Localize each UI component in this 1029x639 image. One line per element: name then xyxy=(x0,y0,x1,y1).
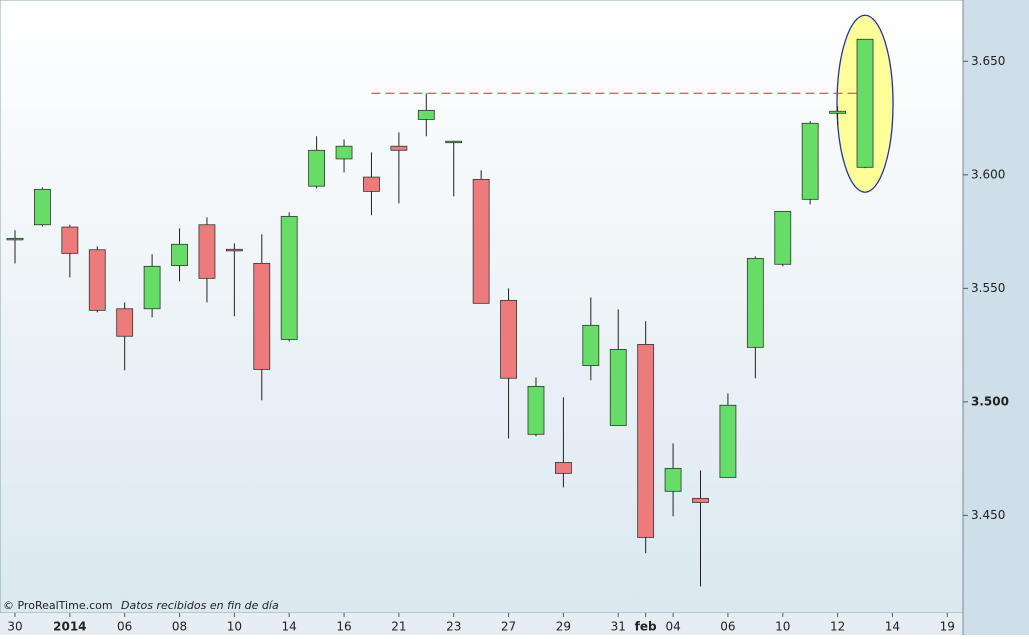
x-tick-label: 10 xyxy=(775,620,790,634)
y-axis-panel xyxy=(963,0,1029,635)
candle-body xyxy=(664,467,682,492)
note: Datos recibidos en fin de día xyxy=(121,599,279,612)
candle-body xyxy=(363,176,380,192)
x-tick-label: 16 xyxy=(336,620,351,634)
x-tick-label: 30 xyxy=(7,620,22,634)
candle-body xyxy=(829,110,846,114)
candle-body xyxy=(61,226,79,254)
candle-body xyxy=(198,224,216,279)
candle-body xyxy=(692,497,709,503)
y-tick-label: 3.650 xyxy=(971,54,1005,68)
candle-body xyxy=(6,237,24,241)
candle-body xyxy=(527,386,545,435)
candle-body xyxy=(500,299,517,379)
candle-body xyxy=(390,145,408,151)
candle-body xyxy=(143,265,161,310)
x-tick-label: 23 xyxy=(446,620,461,634)
y-tick-label: 3.500 xyxy=(971,394,1009,408)
x-axis-panel xyxy=(0,613,963,635)
candle-body xyxy=(746,257,764,348)
x-tick-label: 27 xyxy=(501,620,516,634)
x-tick-label: 10 xyxy=(227,620,242,634)
candle-body xyxy=(555,462,572,474)
x-tick-label: 08 xyxy=(172,620,187,634)
y-tick-label: 3.550 xyxy=(971,281,1005,295)
candle-body xyxy=(171,243,188,267)
candle-body xyxy=(88,249,106,311)
candle-body xyxy=(445,140,463,144)
y-tick-label: 3.450 xyxy=(971,508,1005,522)
x-tick-label: 2014 xyxy=(53,620,86,634)
x-tick-label: 12 xyxy=(830,620,845,634)
candle-body xyxy=(253,262,271,370)
candle-body xyxy=(801,122,819,200)
x-tick-label: 06 xyxy=(720,620,735,634)
candle-body xyxy=(774,210,792,265)
candle-body xyxy=(417,109,435,120)
candle-body xyxy=(280,215,298,340)
y-tick-label: 3.600 xyxy=(971,167,1005,181)
candle-body xyxy=(308,149,326,187)
candle-body xyxy=(225,248,243,252)
candle-body xyxy=(335,145,353,160)
candle-body xyxy=(719,404,737,478)
marks xyxy=(6,14,894,587)
x-tick-label: 31 xyxy=(611,620,626,634)
candle-body xyxy=(609,349,627,426)
candle-body xyxy=(637,344,655,538)
candle-body xyxy=(116,308,134,337)
candle-body xyxy=(472,178,490,304)
x-tick-label: 14 xyxy=(885,620,900,634)
x-tick-label: feb xyxy=(635,620,657,634)
x-tick-label: 06 xyxy=(117,620,132,634)
x-tick-label: 14 xyxy=(282,620,297,634)
source: © ProRealTime.com xyxy=(3,599,113,612)
x-tick-label: 04 xyxy=(665,620,680,634)
candle-body xyxy=(34,188,51,226)
x-tick-label: 19 xyxy=(940,620,955,634)
x-tick-label: 29 xyxy=(556,620,571,634)
x-tick-label: 21 xyxy=(391,620,406,634)
candle-body xyxy=(856,38,874,168)
candle-body xyxy=(582,324,600,366)
